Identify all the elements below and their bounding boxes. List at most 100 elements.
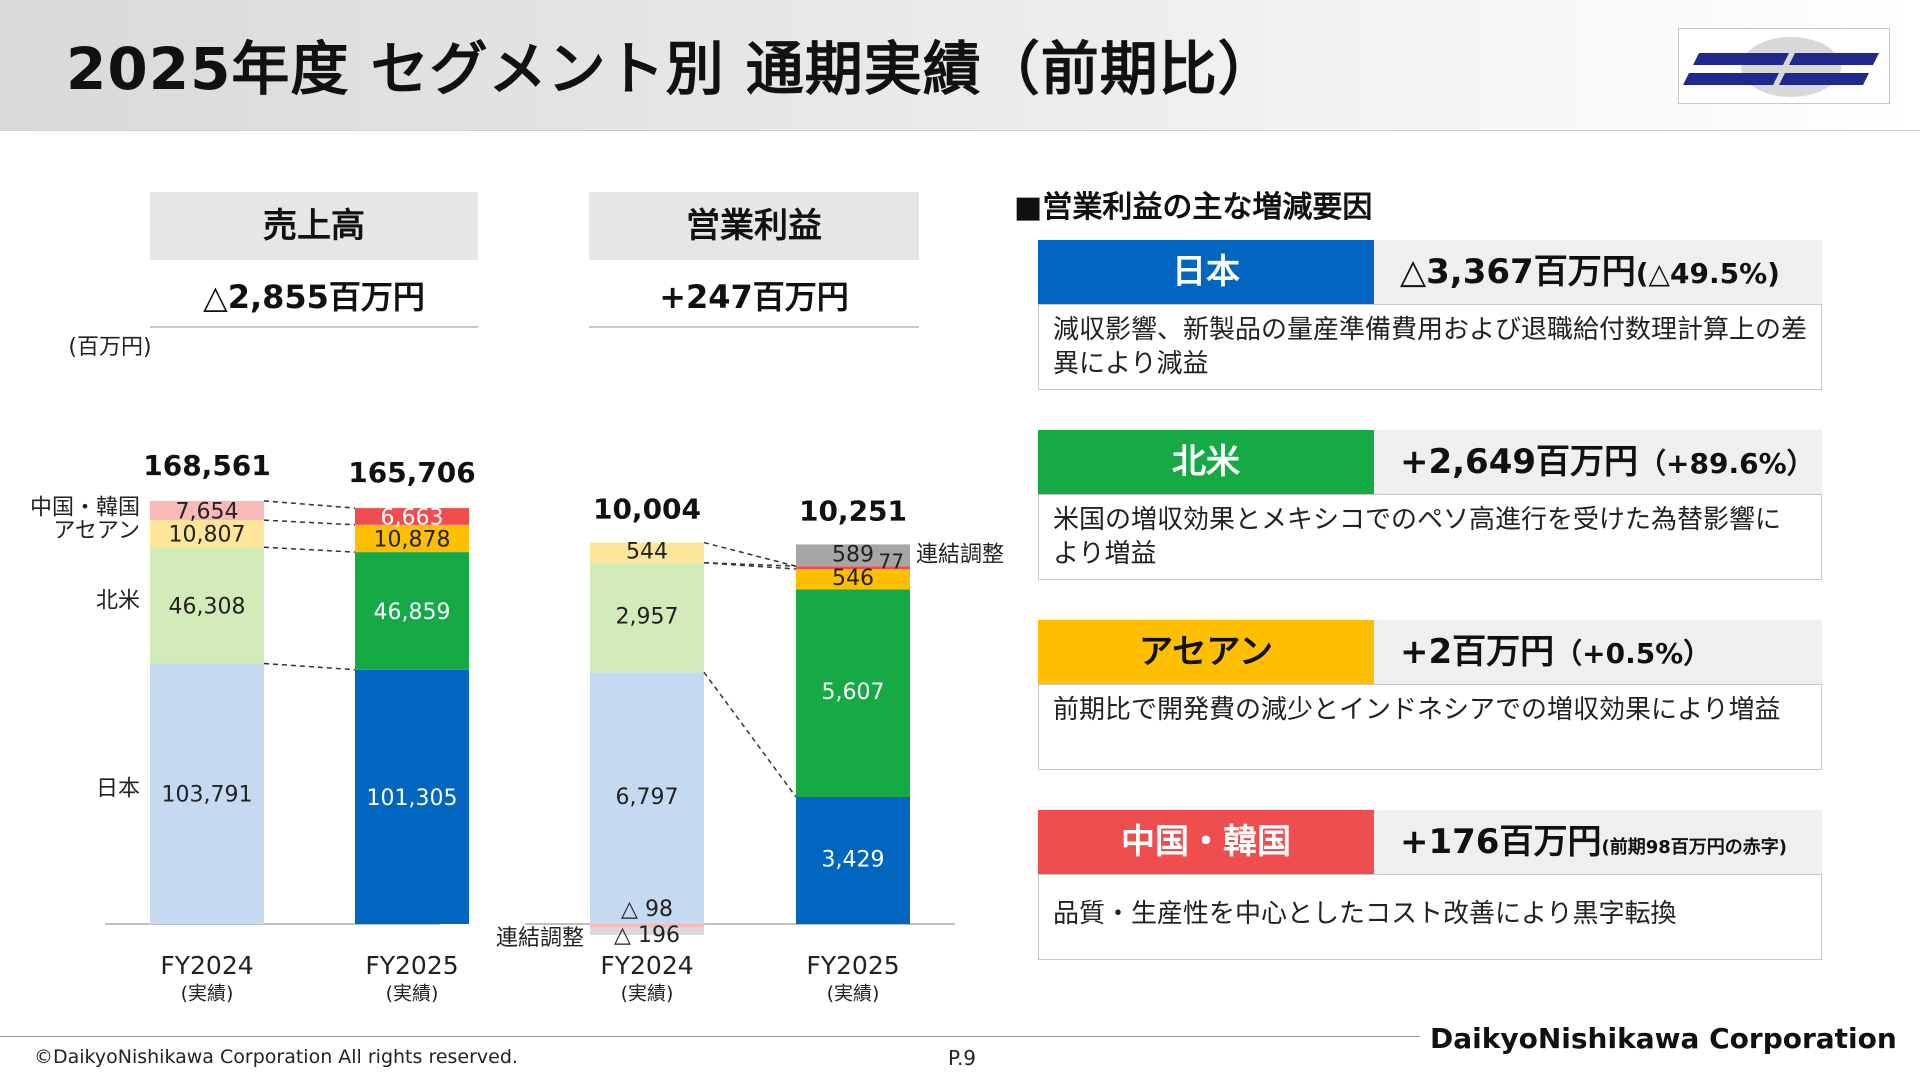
sales-value-label: 46,308 — [169, 594, 246, 619]
factor-label: 北米 — [1038, 430, 1374, 494]
op-value-label: 544 — [626, 540, 668, 565]
op-bar-segment — [590, 542, 704, 563]
op-connector-line — [703, 561, 797, 567]
sales-connector-line — [263, 662, 356, 671]
sales-value-label: 7,654 — [176, 500, 239, 525]
op-value-label: △ 98 — [621, 897, 673, 922]
sales-unit-label: (百万円) — [68, 335, 151, 360]
factor-card: アセアン +2百万円（+0.5%） 前期比で開発費の減少とインドネシアでの増収効果に… — [1038, 620, 1822, 770]
op-delta: +247百万円 — [659, 278, 849, 316]
sales-bar-segment — [150, 663, 264, 924]
op-category-label: FY2024 — [600, 951, 693, 980]
copyright: ©DaikyoNishikawa Corporation All rights … — [34, 1046, 518, 1068]
factor-amount: +2,649百万円 — [1400, 442, 1639, 482]
op-value-label: 3,429 — [822, 847, 885, 872]
factor-description: 前期比で開発費の減少とインドネシアでの増収効果により増益 — [1038, 684, 1822, 770]
factor-note: (前期98百万円の赤字) — [1601, 837, 1787, 858]
factor-percent: (△49.5%) — [1635, 257, 1780, 290]
factor-description: 品質・生産性を中心としたコスト改善により黒字転換 — [1038, 874, 1822, 960]
footer-divider — [0, 1036, 1420, 1037]
sales-bar-segment — [150, 547, 264, 664]
sales-value-label: 10,807 — [169, 523, 246, 548]
page-number: P.9 — [948, 1046, 977, 1070]
sales-total-label: 168,561 — [143, 449, 271, 482]
op-value-label: 6,797 — [616, 785, 679, 810]
sales-delta: △2,855百万円 — [203, 278, 425, 316]
factor-description: 米国の増収効果とメキシコでのペソ高進行を受けた為替影響により増益 — [1038, 494, 1822, 580]
sales-value-label: 103,791 — [162, 783, 253, 808]
sales-category-label: FY2025 — [365, 951, 458, 980]
op-connector-line — [703, 541, 797, 567]
op-bar-segment — [590, 672, 704, 924]
sales-category-label: FY2024 — [160, 951, 253, 980]
factor-description: 減収影響、新製品の量産準備費用および退職給付数理計算上の差異により減益 — [1038, 304, 1822, 390]
sales-bar-segment — [355, 508, 469, 525]
op-category-note: (実績) — [621, 983, 674, 1005]
header: 2025年度 セグメント別 通期実績（前期比） — [0, 0, 1920, 131]
op-bar-segment — [796, 566, 910, 570]
op-total-label: 10,004 — [593, 493, 701, 526]
factor-label: アセアン — [1038, 620, 1374, 684]
company-logo — [1678, 28, 1890, 104]
sales-bar-segment — [150, 500, 264, 521]
op-bar-segment — [796, 569, 910, 590]
factor-amount: △3,367百万円 — [1400, 252, 1636, 292]
sales-bar-segment — [355, 524, 469, 553]
sales-bar-segment — [355, 552, 469, 670]
factor-value: +2,649百万円（+89.6%） — [1374, 430, 1822, 494]
op-value-label: 5,607 — [822, 680, 885, 705]
op-value-label: 589 — [832, 542, 874, 567]
factors-title: ■営業利益の主な増減要因 — [1014, 190, 1373, 225]
sales-value-label: 46,859 — [374, 600, 451, 625]
op-adjustment-label: 連結調整 — [916, 542, 1004, 567]
sales-value-label: 6,663 — [381, 505, 444, 530]
sales-value-label: 10,878 — [374, 527, 451, 552]
factor-label: 日本 — [1038, 240, 1374, 304]
factor-amount: +2百万円 — [1400, 632, 1555, 672]
op-divider — [589, 326, 919, 328]
company-name: DaikyoNishikawa Corporation — [1430, 1022, 1897, 1055]
op-bar-segment — [590, 927, 704, 935]
op-value-label: △ 196 — [614, 923, 680, 948]
op-connector-line — [703, 561, 797, 570]
segment-name-label: 北米 — [96, 588, 140, 613]
op-value-label: 2,957 — [616, 604, 679, 629]
factor-card: 日本 △3,367百万円(△49.5%) 減収影響、新製品の量産準備費用および退職給… — [1038, 240, 1822, 390]
factor-value: +2百万円（+0.5%） — [1374, 620, 1822, 684]
op-value-label: 546 — [832, 566, 874, 591]
sales-divider — [150, 326, 478, 328]
op-adjustment-label: 連結調整 — [496, 926, 584, 951]
page-title: 2025年度 セグメント別 通期実績（前期比） — [66, 35, 1277, 103]
op-total-label: 10,251 — [799, 494, 907, 527]
op-bar-segment — [796, 544, 910, 567]
op-bar-segment — [590, 924, 704, 928]
factor-value: △3,367百万円(△49.5%) — [1374, 240, 1822, 304]
sales-value-label: 101,305 — [367, 786, 458, 811]
factor-amount: +176百万円 — [1400, 822, 1602, 862]
sales-bar-segment — [150, 520, 264, 548]
op-bar-segment — [590, 562, 704, 673]
segment-name-label: アセアン — [53, 519, 140, 544]
op-value-label: 77 — [879, 550, 904, 574]
op-category-note: (実績) — [827, 983, 880, 1005]
sales-bar-segment — [355, 669, 469, 924]
op-panel-header: 営業利益 — [589, 192, 919, 260]
op-bar-segment — [796, 796, 910, 924]
sales-category-note: (実績) — [386, 983, 439, 1005]
factor-card: 北米 +2,649百万円（+89.6%） 米国の増収効果とメキシコでのペソ高進行を受… — [1038, 430, 1822, 580]
factor-percent: （+89.6%） — [1638, 447, 1815, 480]
sales-category-note: (実績) — [181, 983, 234, 1005]
sales-panel-header: 売上高 — [150, 192, 478, 260]
op-category-label: FY2025 — [806, 951, 899, 980]
segment-name-label: 中国・韓国 — [30, 496, 140, 521]
op-bar-segment — [796, 589, 910, 797]
factor-card: 中国・韓国 +176百万円(前期98百万円の赤字) 品質・生産性を中心としたコスト改… — [1038, 810, 1822, 960]
sales-connector-line — [263, 519, 356, 526]
factor-percent: （+0.5%） — [1554, 637, 1712, 670]
segment-name-label: 日本 — [96, 777, 140, 802]
sales-total-label: 165,706 — [348, 456, 476, 489]
sales-connector-line — [263, 546, 356, 553]
op-connector-line — [703, 671, 797, 798]
dn-logo-icon — [1683, 37, 1879, 97]
